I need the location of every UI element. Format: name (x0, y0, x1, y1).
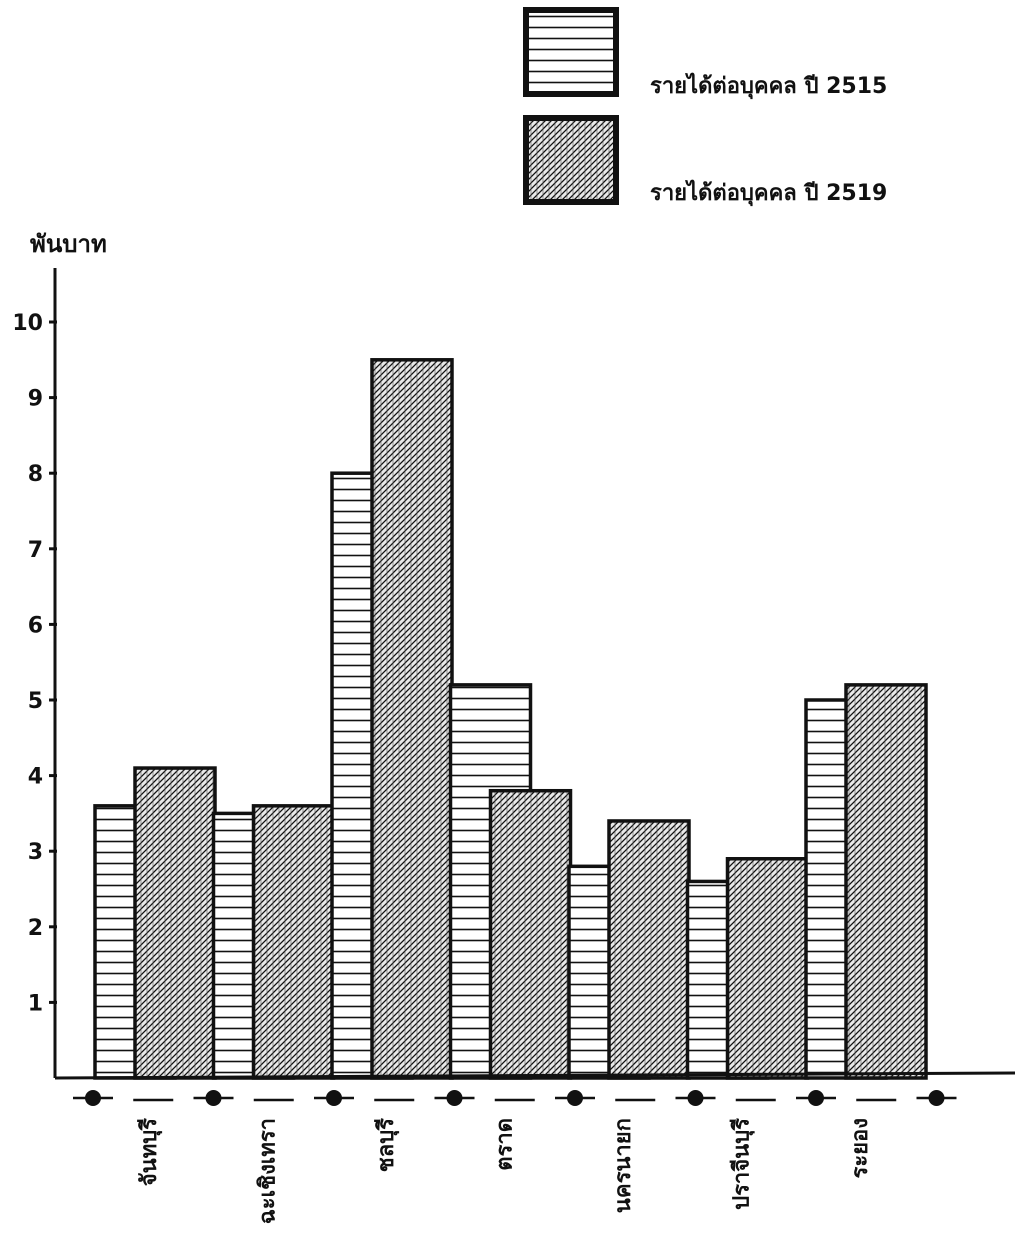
separator-dot (205, 1090, 222, 1106)
separator-dot (687, 1090, 704, 1106)
legend-label-2515: รายได้ต่อบุคคล ปี 2515 (650, 72, 887, 100)
bar-2519 (488, 788, 573, 1080)
y-tick-label: 8 (28, 462, 43, 487)
y-tick-label: 4 (28, 765, 43, 790)
legend-swatch-2519 (523, 115, 619, 205)
separator-dot (326, 1090, 342, 1106)
bar-2519 (725, 857, 810, 1080)
y-tick-label: 7 (28, 538, 43, 563)
x-axis-line (54, 1071, 1016, 1080)
x-tick-label: ชลบุรี (374, 1118, 400, 1172)
y-tick-label: 9 (28, 387, 43, 412)
separator-dot (85, 1090, 101, 1106)
separator-dot (808, 1090, 824, 1106)
y-tick-label: 6 (28, 613, 43, 638)
x-tick-label: ระยอง (848, 1118, 873, 1178)
bar-2519 (607, 819, 691, 1080)
legend-item-2515: รายได้ต่อบุคคล ปี 2515 (523, 7, 887, 100)
y-tick-label: 1 (28, 991, 43, 1016)
separator-dot (446, 1090, 463, 1106)
y-tick-label: 10 (12, 311, 43, 336)
x-axis: จันทบุรี ฉะเชิงเทรา ชลบุรี ตราด นครนายก ปราจี… (54, 1071, 1016, 1224)
bar-2519 (251, 804, 336, 1080)
legend-label-2519: รายได้ต่อบุคคล ปี 2519 (650, 179, 887, 207)
y-tick-label: 2 (28, 916, 43, 941)
bar-2519 (844, 683, 928, 1080)
y-axis-title: พันบาท (30, 230, 107, 258)
x-tick-label: ตราด (493, 1118, 518, 1171)
x-tick-label: จันทบุรี (137, 1118, 163, 1186)
legend-swatch-2515 (523, 7, 619, 97)
legend-item-2519: รายได้ต่อบุคคล ปี 2519 (523, 115, 887, 207)
x-tick-label: นครนายก (611, 1118, 636, 1213)
bars (93, 358, 928, 1080)
bar-2519 (370, 358, 454, 1080)
x-tick-label: ปราจีนบุรี (730, 1118, 756, 1210)
separator-dot (567, 1090, 583, 1106)
bar-2519 (133, 766, 217, 1080)
y-axis: 1 2 3 4 5 6 7 8 9 10 (12, 268, 57, 1078)
y-tick-label: 5 (28, 689, 43, 714)
x-tick-label: ฉะเชิงเทรา (256, 1118, 281, 1224)
y-tick-label: 3 (28, 840, 43, 865)
legend: รายได้ต่อบุคคล ปี 2515 รายได้ต่อบุคคล ปี… (523, 7, 887, 207)
separator-dot (928, 1090, 945, 1106)
